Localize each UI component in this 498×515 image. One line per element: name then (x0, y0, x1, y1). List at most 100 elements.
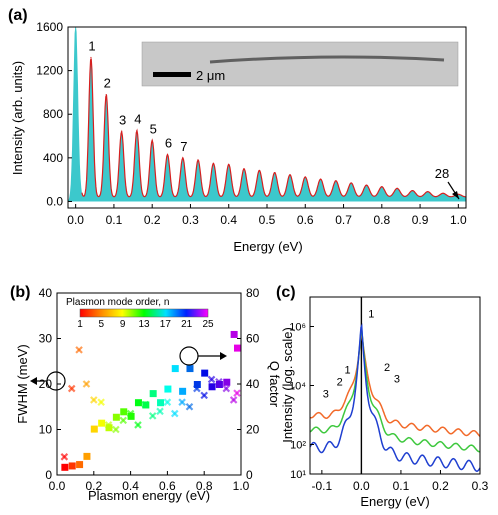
panel-a-xlabel: Energy (eV) (233, 239, 302, 254)
q-factor-point (233, 389, 241, 397)
peak-mark-15 (304, 176, 306, 178)
peak-mark-22 (411, 189, 414, 192)
peak-label-6: 6 (165, 136, 172, 151)
peak-mark-18 (350, 182, 352, 184)
fwhm-point (215, 381, 223, 388)
peak-mark-14 (289, 174, 291, 176)
colorbar-tick-label: 21 (181, 319, 193, 330)
peak-mark-8 (197, 159, 199, 161)
peak-mark-24 (442, 192, 444, 194)
panel-c-xtick-label: 0.1 (393, 479, 410, 493)
q-factor-point (229, 396, 238, 404)
panel-b-ytick-label: 20 (39, 377, 53, 391)
fwhm-point (105, 424, 113, 432)
panel-a-xtick-label: 0.6 (297, 213, 314, 227)
colorbar-tick-label: 13 (138, 319, 150, 330)
q-factor-cross-b (90, 396, 98, 404)
peak-label-7: 7 (180, 139, 187, 154)
peak-mark-16 (319, 178, 322, 180)
peak-mark-12 (258, 169, 260, 171)
peak-mark-20 (381, 186, 383, 188)
panel-label-c: (c) (276, 284, 296, 301)
panel-b-y2tick-label: 20 (246, 423, 260, 437)
q-factor-cross-b (163, 398, 172, 406)
panel-a-xtick-label: 0.1 (106, 213, 123, 227)
panel-b-y2tick-label: 0 (246, 468, 253, 482)
q-factor-point (163, 398, 172, 406)
peak-mark-21 (396, 187, 398, 189)
q-factor-cross-b (200, 391, 208, 400)
peak-mark-3 (120, 131, 123, 133)
panel-b-y2tick-label: 80 (246, 286, 260, 300)
q-factor-cross-b (222, 384, 231, 393)
panel-c-ytick-label: 10² (290, 440, 306, 452)
peak-label-2: 2 (104, 76, 111, 91)
q-factor-point (200, 391, 208, 400)
fwhm-point (234, 344, 241, 352)
peak-order-label: 3 (394, 374, 400, 386)
peak-label-4: 4 (134, 112, 141, 127)
colorbar: Plasmon mode order, n 1 5 9 13 17 21 25 (66, 297, 214, 330)
q-factor-point (141, 400, 150, 409)
q-factor-cross-b (193, 384, 201, 393)
peak-mark-9 (212, 162, 215, 164)
panel-a-ytick-label: 800 (43, 107, 63, 121)
panel-a-ylabel: Intensity (arb. units) (10, 61, 25, 175)
spectrum-fill (68, 27, 466, 202)
peak-mark-25 (457, 193, 459, 195)
fwhm-point (76, 461, 84, 469)
peak-28-arrowhead (452, 191, 459, 199)
panel-c-ytick-label: 10¹ (290, 469, 306, 481)
series-blue (309, 323, 481, 472)
peak-order-label: 1 (344, 365, 350, 377)
sem-inset-background (141, 41, 459, 87)
panel-c-xtick-label: 0.2 (432, 479, 449, 493)
colorbar-tick-label: 17 (160, 319, 172, 330)
sem-inset: 2 μm (141, 41, 459, 87)
fwhm-point (127, 412, 135, 420)
fwhm-point (179, 387, 187, 395)
panel-c-ytick-label: 10⁴ (289, 381, 306, 393)
panel-b-xtick-label: 0.6 (159, 479, 176, 493)
peak-mark-4 (136, 129, 138, 132)
q-factor-cross-b (134, 421, 142, 429)
panel-b-ytick-label: 0 (45, 468, 52, 482)
fwhm-point (223, 378, 231, 386)
spectrum-fit-curve (81, 58, 467, 198)
panel-b-ylabel: FWHM (meV) (15, 344, 30, 423)
q-factor-point (90, 396, 98, 404)
fwhm-point (157, 399, 165, 407)
q-factor-cross-b (60, 453, 69, 461)
q-factor-point (112, 425, 120, 434)
q-factor-point (82, 380, 91, 388)
q-factor-cross-b (156, 407, 164, 416)
panel-a-ytick-label: 1200 (36, 64, 63, 78)
peak-mark-2 (105, 94, 107, 96)
panel-a-xtick-label: 0.4 (220, 213, 237, 227)
panel-a-xtick-label: 0.5 (259, 213, 276, 227)
panel-a-xtick-label: 0.8 (373, 213, 390, 227)
q-factor-point (104, 421, 113, 429)
q-factor-point (156, 407, 164, 416)
panel-b-y2label: Q factor (267, 361, 282, 408)
peak-label-5: 5 (150, 121, 157, 136)
panel-b-xtick-label: 0.4 (122, 479, 139, 493)
fwhm-point (208, 383, 216, 391)
colorbar-tick-label: 5 (99, 319, 105, 330)
fwhm-point (90, 425, 98, 433)
colorbar-title: Plasmon mode order, n (66, 297, 169, 308)
q-factor-point (97, 398, 105, 406)
nanowire-image (209, 55, 445, 64)
panel-b-xtick-label: 0.2 (85, 479, 102, 493)
q-factor-point (119, 416, 128, 425)
peak-label-3: 3 (119, 113, 126, 128)
q-factor-point (193, 384, 201, 393)
q-factor-point (207, 375, 216, 384)
q-factor-cross-b (233, 389, 241, 397)
fwhm-point (134, 399, 142, 407)
peak-mark-17 (335, 180, 337, 182)
q-factor-point (222, 384, 231, 393)
fwhm-axis-arrowhead (30, 377, 37, 385)
panel-b-y2tick-label: 40 (246, 377, 260, 391)
